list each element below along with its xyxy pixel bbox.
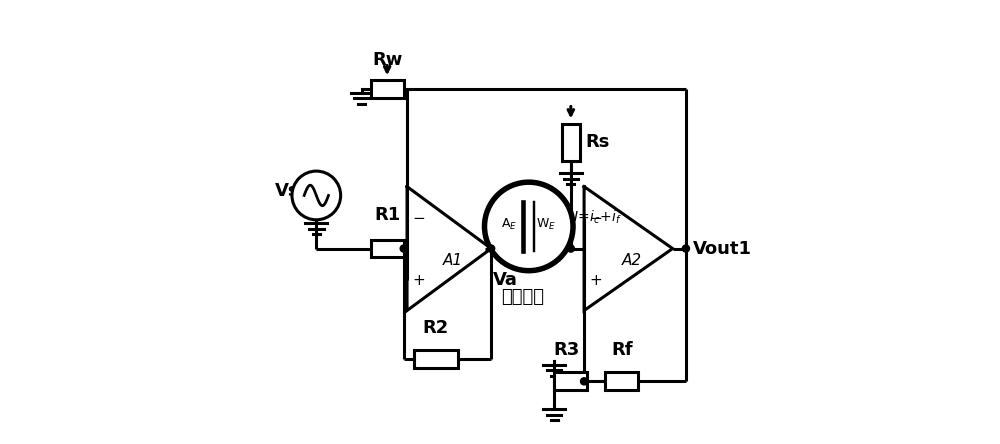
Text: Rf: Rf: [611, 341, 633, 359]
Text: A$_E$: A$_E$: [501, 217, 517, 232]
Text: $-$: $-$: [589, 209, 603, 224]
Circle shape: [485, 182, 573, 271]
Text: 电化学池: 电化学池: [501, 288, 544, 306]
Text: Vs: Vs: [275, 182, 300, 200]
Text: $+$: $+$: [589, 273, 603, 288]
Bar: [414, 350, 458, 368]
Text: R3: R3: [553, 341, 580, 359]
Text: R1: R1: [374, 206, 400, 224]
Bar: [562, 123, 580, 161]
Circle shape: [581, 378, 588, 385]
Text: Rw: Rw: [372, 52, 402, 69]
Text: $-$: $-$: [412, 209, 426, 224]
Text: $I\!=\!i_c\!+\!i_f$: $I\!=\!i_c\!+\!i_f$: [573, 209, 622, 226]
Text: Rs: Rs: [585, 133, 609, 151]
Bar: [554, 373, 587, 390]
Circle shape: [682, 245, 689, 252]
Circle shape: [292, 171, 341, 220]
Text: R2: R2: [423, 319, 449, 337]
Text: W$_E$: W$_E$: [536, 217, 556, 232]
Circle shape: [400, 245, 407, 252]
Text: Vout1: Vout1: [693, 240, 752, 258]
Bar: [371, 240, 404, 258]
Text: A1: A1: [443, 254, 463, 269]
Bar: [605, 373, 638, 390]
Text: $+$: $+$: [412, 273, 425, 288]
Text: Va: Va: [493, 270, 518, 289]
Text: A2: A2: [622, 254, 642, 269]
Bar: [371, 80, 404, 98]
Circle shape: [567, 245, 574, 252]
Circle shape: [488, 245, 495, 252]
